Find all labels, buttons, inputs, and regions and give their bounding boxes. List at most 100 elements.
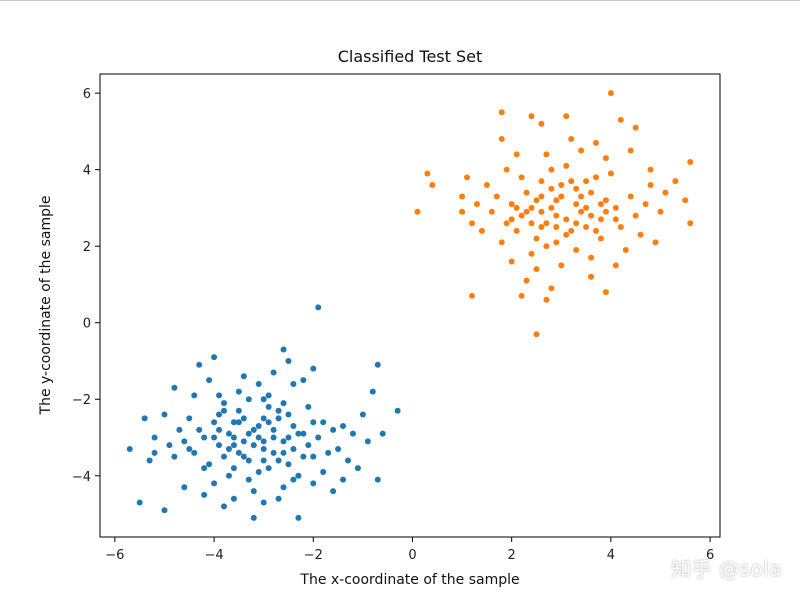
scatter-point: [126, 445, 133, 452]
scatter-point: [295, 430, 302, 437]
scatter-point: [578, 208, 585, 215]
scatter-point: [573, 185, 580, 192]
scatter-point: [201, 434, 208, 441]
x-axis-label: The x-coordinate of the sample: [299, 572, 519, 588]
scatter-point: [285, 357, 292, 364]
scatter-point: [310, 365, 317, 372]
scatter-point: [553, 197, 560, 204]
scatter-point: [250, 488, 257, 495]
scatter-point: [478, 227, 485, 234]
scatter-point: [622, 247, 629, 254]
scatter-point: [300, 430, 307, 437]
scatter-point: [305, 442, 312, 449]
scatter-point: [285, 411, 292, 418]
scatter-point: [543, 151, 550, 158]
scatter-point: [315, 304, 322, 311]
scatter-point: [548, 285, 555, 292]
scatter-point: [652, 239, 659, 246]
scatter-point: [597, 235, 604, 242]
scatter-point: [216, 411, 223, 418]
scatter-point: [290, 380, 297, 387]
scatter-point: [260, 415, 267, 422]
chart-title: Classified Test Set: [338, 47, 483, 66]
scatter-point: [602, 155, 609, 162]
watermark-text: 知乎 @sola: [671, 557, 782, 581]
scatter-point: [265, 419, 272, 426]
scatter-point: [206, 461, 213, 468]
scatter-point: [508, 201, 515, 208]
scatter-point: [206, 377, 213, 384]
scatter-point: [320, 419, 327, 426]
y-tick-label: 4: [83, 164, 91, 179]
scatter-point: [469, 292, 475, 299]
scatter-point: [345, 457, 351, 464]
scatter-point: [493, 193, 500, 200]
scatter-point: [181, 438, 188, 445]
scatter-point: [176, 426, 183, 433]
scatter-point: [553, 224, 560, 231]
scatter-point: [275, 495, 282, 502]
scatter-point: [424, 170, 431, 177]
scatter-point: [245, 457, 252, 464]
scatter-point: [310, 419, 317, 426]
scatter-point: [225, 445, 232, 452]
scatter-point: [270, 369, 277, 376]
scatter-point: [305, 403, 312, 410]
scatter-point: [255, 434, 262, 441]
scatter-point: [538, 193, 545, 200]
scatter-point: [583, 204, 590, 211]
scatter-point: [240, 453, 247, 460]
scatter-point: [181, 484, 188, 491]
x-tick-label: 0: [408, 548, 416, 563]
scatter-point: [221, 407, 227, 414]
scatter-point: [310, 453, 317, 460]
scatter-point: [285, 434, 292, 441]
scatter-point: [325, 449, 332, 456]
scatter-point: [518, 212, 525, 219]
scatter-point: [469, 220, 475, 227]
scatter-point: [161, 507, 168, 514]
scatter-point: [459, 193, 466, 200]
scatter-point: [632, 212, 639, 219]
y-tick-label: 0: [83, 317, 91, 332]
scatter-point: [523, 277, 530, 284]
scatter-point: [230, 434, 237, 441]
scatter-point: [533, 331, 540, 338]
scatter-point: [240, 373, 247, 380]
scatter-point: [290, 476, 297, 483]
scatter-point: [528, 250, 535, 257]
scatter-point: [498, 239, 505, 246]
scatter-point: [300, 377, 307, 384]
scatter-point: [607, 170, 614, 177]
scatter-point: [563, 231, 570, 238]
scatter-point: [459, 208, 466, 215]
scatter-point: [483, 181, 490, 188]
scatter-point: [225, 472, 232, 479]
scatter-point: [146, 457, 153, 464]
scatter-point: [414, 208, 421, 215]
scatter-point: [221, 503, 227, 510]
scatter-point: [250, 514, 257, 521]
scatter-point: [588, 254, 595, 261]
scatter-point: [151, 449, 158, 456]
scatter-point: [597, 201, 604, 208]
scatter-point: [612, 262, 619, 269]
scatter-point: [240, 438, 247, 445]
scatter-point: [245, 476, 252, 483]
scatter-point: [593, 227, 599, 234]
scatter-point: [538, 208, 545, 215]
scatter-point: [295, 514, 302, 521]
scatter-point: [260, 499, 267, 506]
scatter-point: [533, 266, 540, 273]
scatter-point: [548, 204, 555, 211]
scatter-point: [583, 224, 590, 231]
scatter-point: [607, 90, 614, 97]
scatter-point: [260, 445, 267, 452]
scatter-point: [563, 113, 570, 120]
scatter-point: [221, 453, 227, 460]
x-tick-label: −2: [304, 548, 323, 563]
scatter-point: [568, 227, 575, 234]
scatter-point: [687, 159, 694, 166]
scatter-point: [260, 396, 267, 403]
scatter-point: [235, 449, 242, 456]
